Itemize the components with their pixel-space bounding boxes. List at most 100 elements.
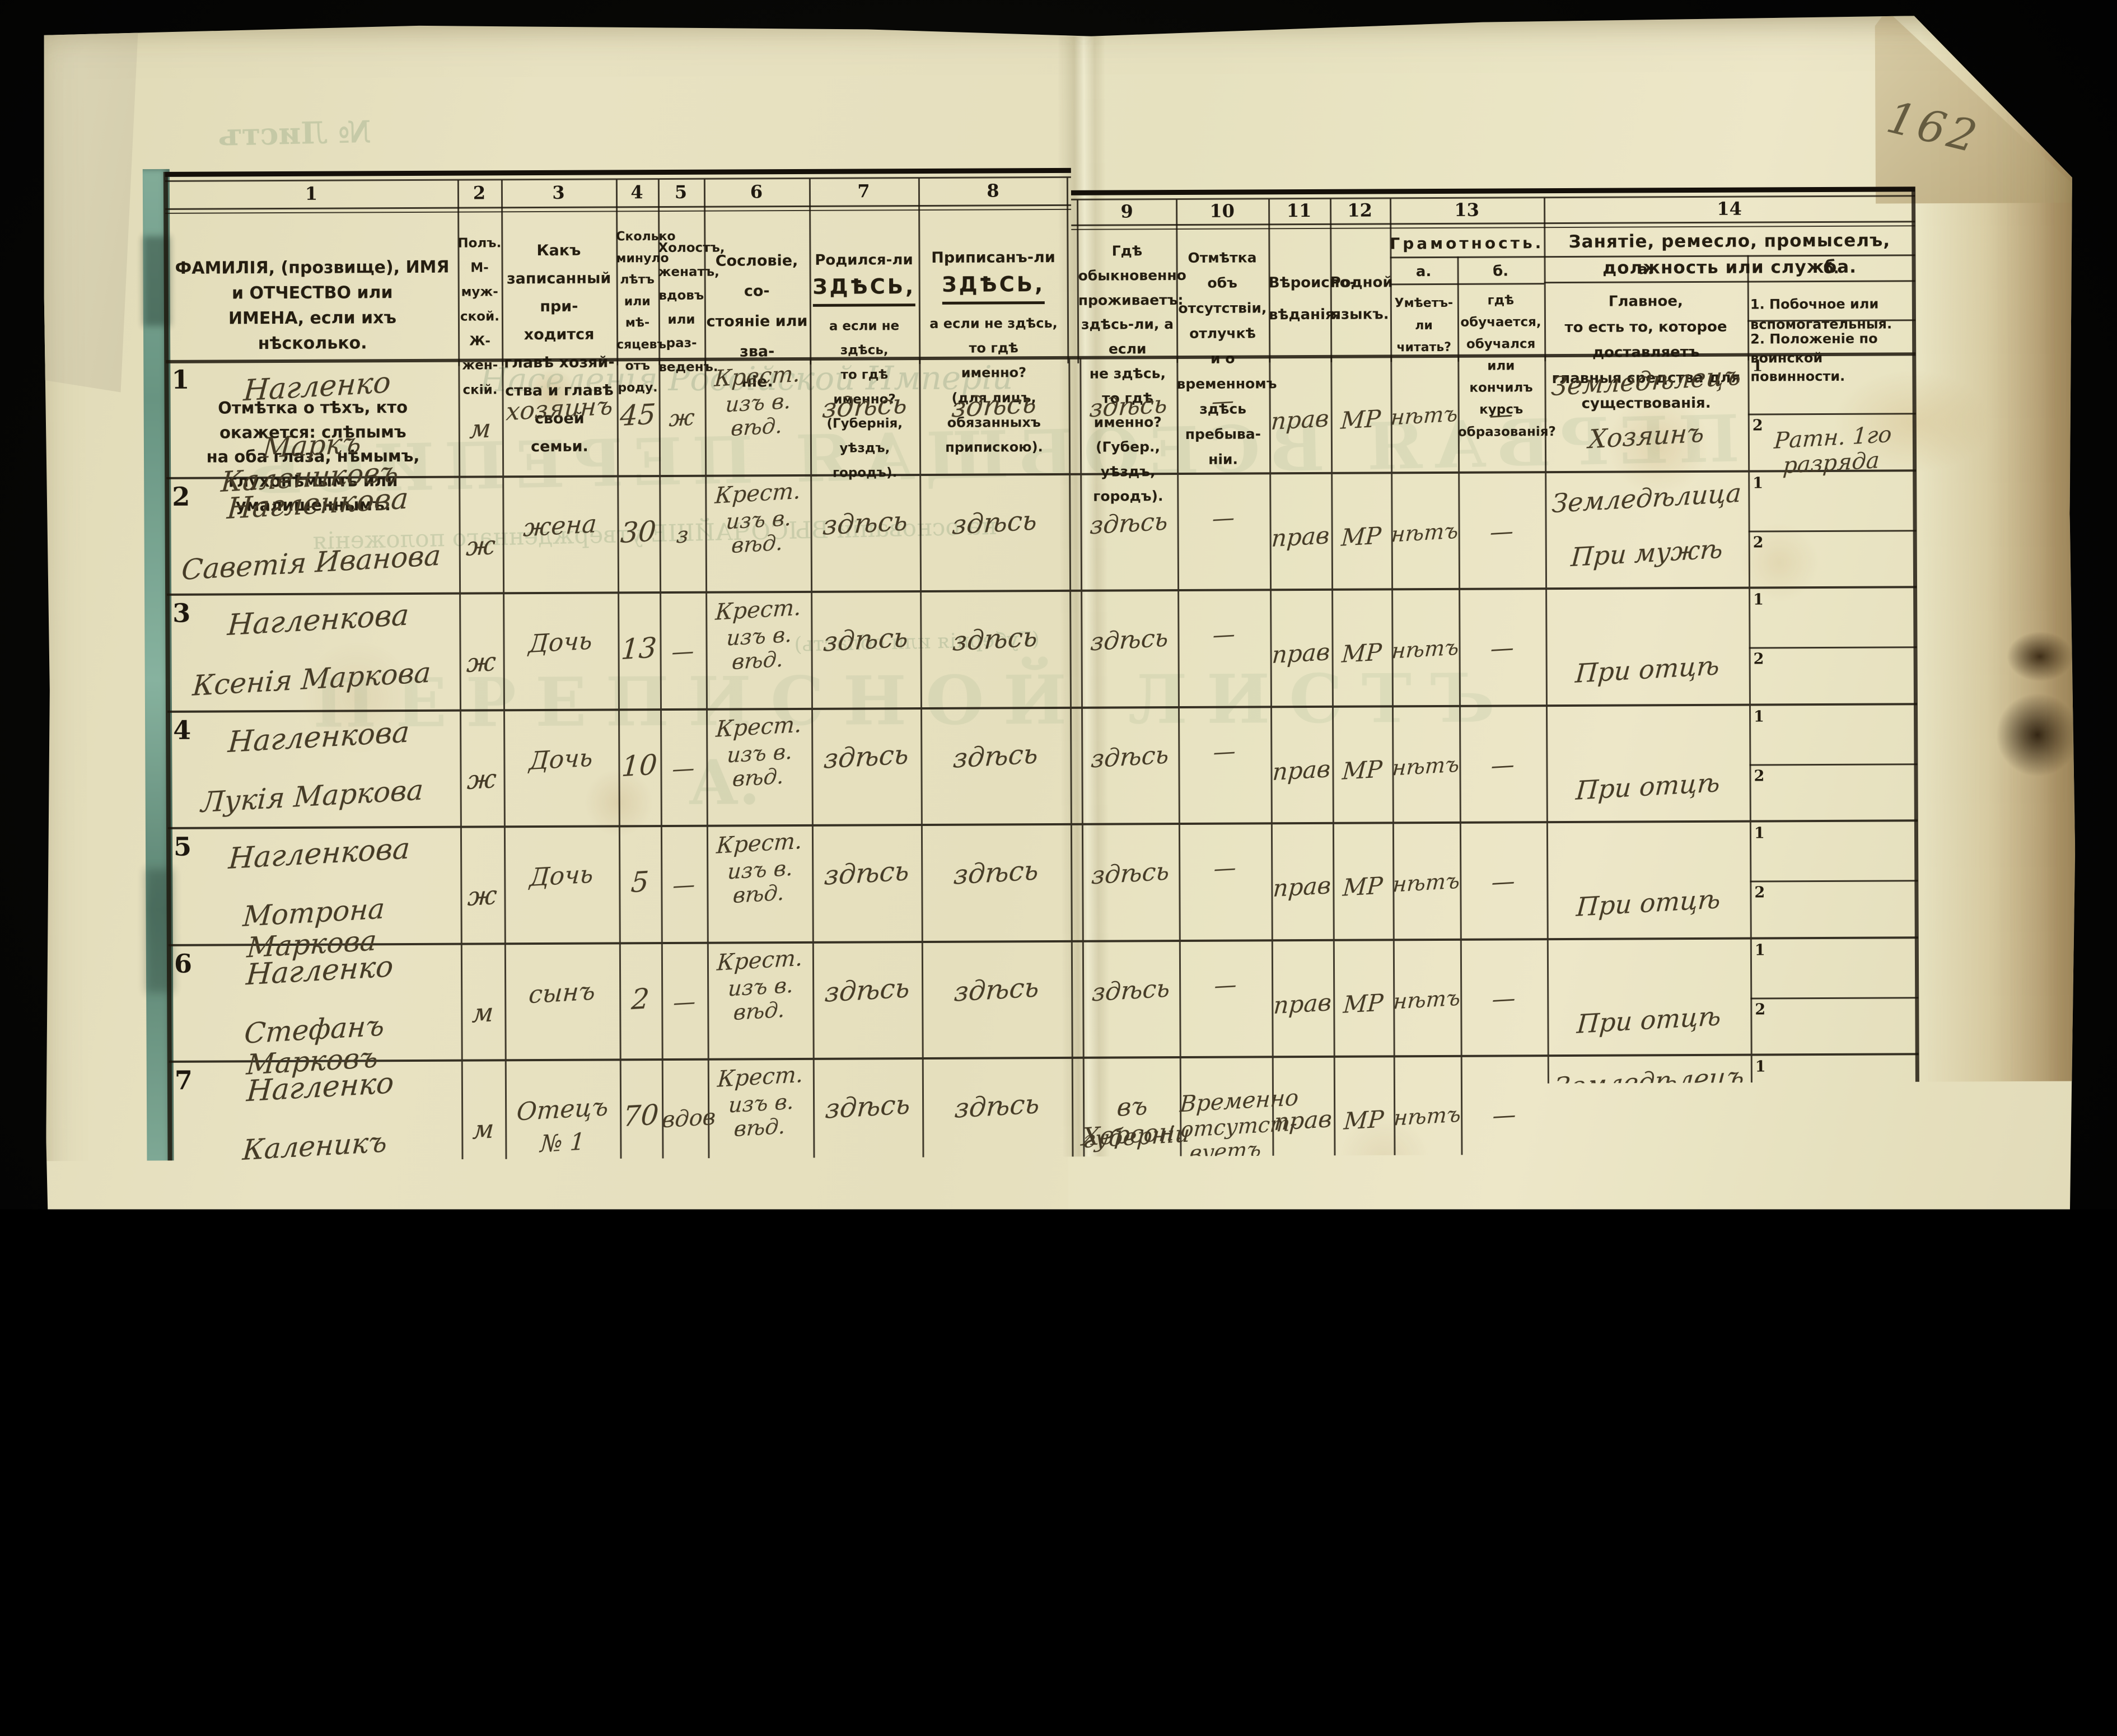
- cell-sex: ж: [459, 764, 504, 795]
- cell-military-status: [1752, 1355, 1920, 1364]
- cell-occupation-2: При отцѣ: [1546, 883, 1751, 923]
- grid-line: [814, 1410, 816, 1525]
- grid-line: [1752, 1406, 1754, 1521]
- cell-age: 45: [616, 398, 660, 432]
- table-rows: 1 1 2 Нагленко Маркъ Калениковъ м хозяин…: [166, 354, 1920, 1530]
- fold-line: [1069, 475, 1071, 590]
- header-rule: [165, 209, 1071, 214]
- cell-age: 5: [618, 865, 662, 899]
- cell-born-here: здѣсь: [810, 622, 921, 659]
- cell-age: [620, 1216, 662, 1218]
- grid-line: [1751, 1173, 1754, 1287]
- cell-residence-2: [1084, 1354, 1181, 1360]
- row-number: 1: [171, 365, 189, 395]
- subcell-number-1: 1: [1756, 1291, 1767, 1309]
- header-col14b-label: б.: [1747, 258, 1915, 280]
- cell-literacy: нѣтъ: [1392, 869, 1461, 897]
- grid-line: [1394, 1174, 1396, 1289]
- cell-estate-2: изъ в. вѣд.: [699, 738, 819, 792]
- cell-relation-2: № 1: [504, 1126, 621, 1159]
- cell-education: —: [1460, 1099, 1549, 1131]
- cell-sex: м: [461, 1114, 506, 1145]
- grid-line: [1549, 1290, 1551, 1405]
- cell-relation: Дочь: [503, 859, 620, 893]
- grid-line: [814, 1294, 816, 1408]
- cell-sex: [463, 1464, 507, 1467]
- table-row: 5 1 2 Нагленкова Мотрона Маркова ж Дочь …: [168, 822, 1918, 946]
- cell-born-here: здѣсь: [811, 739, 922, 775]
- cell-estate-2: [703, 1205, 819, 1212]
- cell-absence-2: [1181, 1346, 1273, 1351]
- cell-occupation-main: [1546, 828, 1749, 840]
- subcell-divider: [1748, 413, 1916, 415]
- cell-registered: здѣсь: [922, 1088, 1073, 1126]
- cell-literacy: нѣтъ: [1391, 752, 1460, 780]
- subcell-number-2: 2: [1754, 884, 1765, 901]
- fold-line: [1073, 1409, 1075, 1524]
- subcell-divider: [1749, 763, 1917, 766]
- cell-age: 13: [617, 632, 661, 666]
- grid-line: [1462, 1291, 1464, 1406]
- cell-occupation-main: [1548, 1179, 1751, 1191]
- cell-occupation-main: [1546, 712, 1749, 724]
- cell-faith: [1274, 1455, 1335, 1459]
- grid-line: [506, 1412, 508, 1527]
- cell-estate-1: Крест.: [706, 828, 813, 860]
- cell-occupation-main: [1545, 595, 1748, 606]
- cell-language: [1335, 1339, 1395, 1342]
- cell-estate-1: [709, 1295, 814, 1301]
- grid-line-stub: [1753, 1524, 1754, 1578]
- cell-relation-2: [505, 1010, 620, 1016]
- grid-line: [1335, 1408, 1337, 1523]
- cell-relation: хозяинъ: [501, 392, 618, 426]
- cell-surname: Нагленкова: [207, 831, 432, 876]
- cell-residence-2: [1083, 1238, 1180, 1243]
- cell-sex: [462, 1347, 506, 1350]
- under-sheet-edge: [27, 21, 144, 396]
- cell-language: [1335, 1455, 1395, 1459]
- cell-residence: здѣсь: [1081, 740, 1179, 773]
- cell-surname: Нагленкова: [206, 715, 432, 760]
- grid-line-stub: [1078, 1527, 1079, 1589]
- cell-relation: жена: [502, 508, 618, 543]
- torn-right-edge: [1920, 10, 2078, 1584]
- cell-relation-2: [503, 659, 618, 666]
- cell-estate-2: изъ в. вѣд.: [701, 1088, 820, 1142]
- cell-military-status: [1750, 771, 1918, 781]
- tear-stain: [2006, 631, 2073, 682]
- grid-line: [620, 1178, 623, 1292]
- grid-line: [1751, 1056, 1753, 1171]
- header-col13b-label: б.: [1457, 260, 1544, 283]
- cell-born-here: здѣсь: [812, 972, 923, 1009]
- cell-estate-1: Крест.: [705, 711, 812, 743]
- column-number: 3: [501, 181, 616, 203]
- fold-line: [1073, 1292, 1075, 1407]
- cell-occupation-main: [1549, 1412, 1752, 1424]
- subcell-divider: [1753, 1464, 1920, 1466]
- fold-line: [1071, 942, 1073, 1057]
- cell-relation-2: [504, 776, 619, 783]
- row-number: 6: [174, 948, 192, 978]
- cell-given-name: Саветія Иванова: [170, 539, 452, 586]
- cell-given-name: Лукія Маркова: [171, 772, 453, 820]
- tear-stain: [1996, 693, 2080, 777]
- cell-occupation-main: [1547, 945, 1750, 957]
- cell-residence: [1083, 1207, 1180, 1213]
- table-row: 9 1 2: [170, 1289, 1920, 1413]
- cell-relation-2: [507, 1477, 621, 1483]
- column-number: 6: [704, 181, 809, 203]
- header-col7-keyword: ЗДѢСЬ,: [812, 271, 915, 306]
- cell-relation: [506, 1326, 621, 1333]
- header-col1-title: ФАМИЛІЯ, (прозвище), ИМЯ и ОТЧЕСТВО или …: [172, 255, 452, 357]
- grid-line: [1273, 1408, 1275, 1523]
- column-number: 10: [1176, 200, 1268, 222]
- cell-education: —: [1457, 399, 1545, 430]
- scan-stage: № Листъ Населенія Россійской Имперіи ПЕР…: [0, 0, 2117, 1736]
- grid-line: [1752, 1290, 1754, 1404]
- row-number: 2: [172, 481, 190, 511]
- header-col13-title: Грамотность.: [1390, 231, 1544, 255]
- row-number: 3: [172, 598, 190, 628]
- subcell-number-1: 1: [1753, 474, 1763, 492]
- cell-military-status: [1750, 888, 1918, 897]
- table-row: 8 1 2: [170, 1172, 1920, 1296]
